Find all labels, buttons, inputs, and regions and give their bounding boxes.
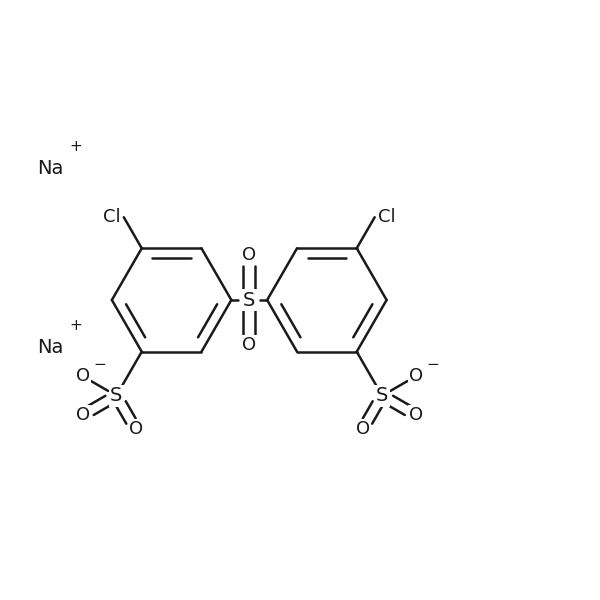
- Text: Cl: Cl: [377, 208, 395, 226]
- Text: O: O: [242, 246, 256, 264]
- Text: O: O: [76, 367, 90, 385]
- Text: S: S: [110, 386, 122, 405]
- Text: O: O: [76, 406, 90, 424]
- Text: +: +: [69, 318, 82, 333]
- Text: S: S: [376, 386, 388, 405]
- Text: O: O: [129, 421, 143, 439]
- Text: O: O: [356, 421, 370, 439]
- Text: +: +: [69, 139, 82, 154]
- Text: O: O: [409, 406, 423, 424]
- Text: O: O: [409, 367, 423, 385]
- Text: −: −: [426, 357, 439, 372]
- Text: S: S: [243, 290, 256, 310]
- Text: Cl: Cl: [103, 208, 121, 226]
- Text: O: O: [242, 336, 256, 354]
- Text: Na: Na: [37, 159, 64, 178]
- Text: −: −: [93, 357, 106, 372]
- Text: Na: Na: [37, 338, 64, 357]
